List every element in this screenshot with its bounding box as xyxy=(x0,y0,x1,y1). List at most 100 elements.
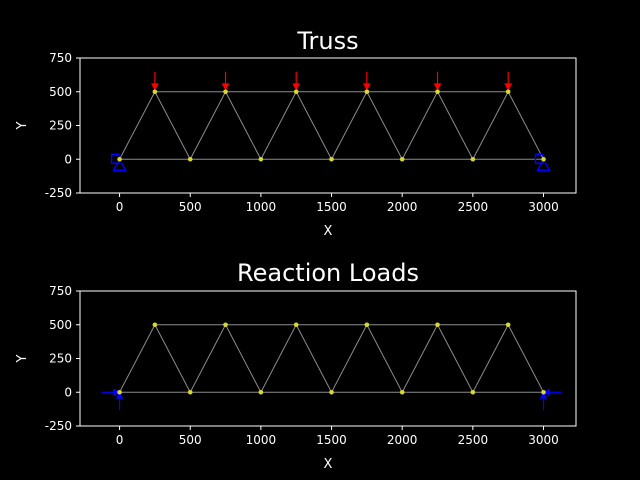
reaction-member-12 xyxy=(154,324,191,393)
reaction-member-14 xyxy=(225,324,262,393)
truss-members xyxy=(119,91,544,160)
reaction-reaction-arrow-1 xyxy=(115,391,124,411)
reaction-loads-title: Reaction Loads xyxy=(237,259,419,287)
reaction-node-5 xyxy=(470,389,476,395)
reaction-loads-panel: Reaction Loads 0 500 1000 1500 2000 2500 3000 … xyxy=(15,259,577,472)
truss-y-tick-label-1: 0 xyxy=(64,152,72,166)
truss-y-ticks: -250 0 250 500 750 xyxy=(45,51,80,200)
reaction-x-tick-label-5: 2500 xyxy=(458,433,489,447)
truss-node-9 xyxy=(293,89,299,95)
truss-load-arrow-5-head xyxy=(504,83,513,91)
truss-load-arrow-1 xyxy=(221,71,230,91)
reaction-y-tick-label-4: 750 xyxy=(49,284,72,298)
reaction-reaction-arrow-1-head xyxy=(115,391,124,399)
truss-load-arrow-5 xyxy=(504,71,513,91)
truss-title: Truss xyxy=(296,27,358,55)
reaction-node-7 xyxy=(152,322,158,328)
truss-y-axis-label: Y xyxy=(15,121,30,130)
reaction-reaction-arrow-3 xyxy=(539,391,548,411)
truss-node-11 xyxy=(435,89,440,95)
truss-nodes xyxy=(117,89,546,162)
truss-x-tick-label-1: 500 xyxy=(179,200,202,214)
truss-load-arrow-0 xyxy=(151,71,159,91)
truss-load-arrow-4 xyxy=(433,71,442,91)
truss-node-1 xyxy=(187,156,193,162)
reaction-x-ticks: 0 500 1000 1500 2000 2500 3000 xyxy=(116,426,559,447)
truss-member-18 xyxy=(366,91,403,160)
truss-member-11 xyxy=(119,91,156,160)
reaction-member-19 xyxy=(401,324,438,393)
truss-x-tick-label-6: 3000 xyxy=(528,200,559,214)
reaction-x-tick-label-6: 3000 xyxy=(528,433,559,447)
reaction-reaction-arrow-0 xyxy=(101,388,121,397)
truss-x-ticks: 0 500 1000 1500 2000 2500 3000 xyxy=(116,193,559,214)
reaction-member-22 xyxy=(507,324,544,393)
reaction-y-axis-label: Y xyxy=(15,354,30,363)
truss-node-3 xyxy=(329,156,334,162)
truss-panel: Truss 0 500 1000 1500 2000 2500 3000 -250 0 250 5… xyxy=(15,27,577,239)
reaction-reaction-arrow-2-head xyxy=(542,388,550,397)
reaction-x-tick-label-0: 0 xyxy=(116,433,124,447)
reaction-x-tick-label-4: 2000 xyxy=(387,433,418,447)
reaction-y-tick-label-3: 500 xyxy=(49,318,72,332)
reaction-node-8 xyxy=(223,322,228,328)
truss-x-tick-label-2: 1000 xyxy=(246,200,277,214)
truss-load-arrow-0-head xyxy=(151,83,159,91)
reaction-node-3 xyxy=(329,389,334,395)
reaction-node-9 xyxy=(293,322,299,328)
reaction-node-11 xyxy=(435,322,440,328)
reaction-y-tick-label-2: 250 xyxy=(49,352,72,366)
reaction-y-tick-label-1: 0 xyxy=(64,385,72,399)
reaction-x-tick-label-1: 500 xyxy=(179,433,202,447)
truss-y-tick-label-3: 500 xyxy=(49,85,72,99)
truss-member-21 xyxy=(472,91,509,160)
truss-load-arrow-3-head xyxy=(362,83,371,91)
truss-member-17 xyxy=(331,91,368,160)
truss-x-tick-label-5: 2500 xyxy=(458,200,489,214)
reaction-member-21 xyxy=(472,324,509,393)
reaction-node-0 xyxy=(117,389,122,395)
reaction-node-2 xyxy=(258,389,264,395)
reaction-member-16 xyxy=(295,324,332,393)
truss-member-19 xyxy=(401,91,438,160)
reaction-members xyxy=(119,324,544,393)
reaction-member-20 xyxy=(437,324,474,393)
truss-y-tick-label-2: 250 xyxy=(49,119,72,133)
truss-member-22 xyxy=(507,91,544,160)
truss-x-tick-label-4: 2000 xyxy=(387,200,418,214)
truss-load-arrow-3 xyxy=(362,71,371,91)
truss-node-4 xyxy=(399,156,405,162)
truss-node-8 xyxy=(223,89,228,95)
truss-support-y-marker-1 xyxy=(536,157,551,171)
truss-node-0 xyxy=(117,156,122,162)
reaction-member-11 xyxy=(119,324,156,393)
reaction-y-ticks: -250 0 250 500 750 xyxy=(45,284,80,433)
truss-node-5 xyxy=(470,156,476,162)
reaction-reaction-arrow-0-head xyxy=(113,388,121,397)
truss-member-14 xyxy=(225,91,262,160)
truss-load-arrow-4-head xyxy=(433,83,442,91)
truss-load-arrow-2 xyxy=(292,71,301,91)
reaction-member-15 xyxy=(260,324,297,393)
reaction-node-6 xyxy=(541,389,546,395)
truss-x-axis-label: X xyxy=(324,224,333,239)
reaction-x-axis-label: X xyxy=(324,457,333,472)
truss-member-20 xyxy=(437,91,474,160)
reaction-node-10 xyxy=(364,322,370,328)
reaction-member-13 xyxy=(189,324,226,393)
truss-y-tick-label-0: -250 xyxy=(45,186,72,200)
truss-node-12 xyxy=(505,89,511,95)
reaction-reaction-arrow-2 xyxy=(542,388,562,397)
truss-member-13 xyxy=(189,91,226,160)
truss-member-12 xyxy=(154,91,191,160)
truss-node-7 xyxy=(152,89,158,95)
reaction-reaction-arrow-3-head xyxy=(539,391,548,399)
reaction-node-12 xyxy=(505,322,511,328)
reaction-node-1 xyxy=(187,389,193,395)
truss-support-y-marker-0 xyxy=(112,157,127,171)
reaction-markers xyxy=(101,388,562,411)
truss-node-2 xyxy=(258,156,264,162)
truss-load-arrow-1-head xyxy=(221,83,230,91)
